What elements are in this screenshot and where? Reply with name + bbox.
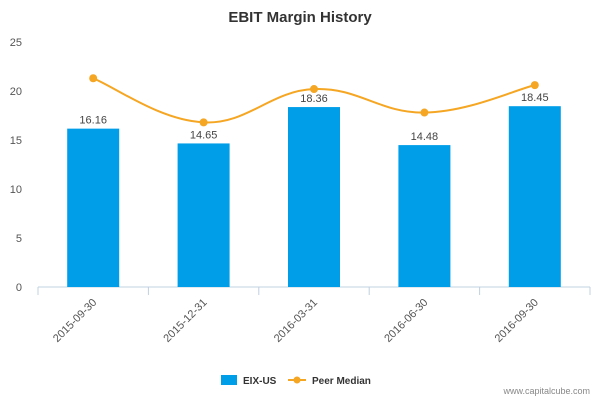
legend-swatch-eix bbox=[221, 375, 237, 385]
peer-median-point bbox=[530, 81, 539, 90]
bar bbox=[508, 106, 561, 287]
bar bbox=[67, 128, 120, 287]
x-tick-label: 2015-12-31 bbox=[161, 297, 209, 345]
x-axis: 2015-09-30 2015-12-31 2016-03-31 2016-06-30… bbox=[37, 286, 591, 345]
bar bbox=[177, 143, 230, 287]
legend-label-eix: EIX-US bbox=[243, 376, 277, 387]
legend-label-peer: Peer Median bbox=[312, 376, 371, 387]
x-tick-label: 2016-03-31 bbox=[272, 297, 320, 345]
bar-data-labels: 16.16 14.65 18.36 14.48 18.45 bbox=[79, 92, 548, 143]
chart-title: EBIT Margin History bbox=[228, 9, 372, 26]
bar bbox=[398, 145, 451, 287]
bar-value-label: 18.36 bbox=[300, 93, 328, 105]
x-tick-label: 2016-09-30 bbox=[493, 297, 541, 345]
y-tick-label: 0 bbox=[16, 282, 22, 294]
x-tick-label: 2016-06-30 bbox=[382, 297, 430, 345]
bar-value-label: 16.16 bbox=[79, 115, 107, 127]
bar-series bbox=[67, 106, 561, 288]
peer-median-point bbox=[199, 118, 208, 127]
bar bbox=[288, 107, 340, 288]
y-tick-label: 25 bbox=[10, 37, 22, 49]
bar-value-label: 14.65 bbox=[190, 129, 218, 141]
bar-value-label: 14.48 bbox=[411, 131, 439, 143]
peer-median-point bbox=[89, 74, 98, 83]
line-series bbox=[89, 74, 539, 127]
y-axis: 0 5 10 15 20 25 bbox=[10, 37, 22, 294]
peer-median-point bbox=[420, 108, 429, 117]
watermark: www.capitalcube.com bbox=[502, 386, 590, 396]
bar-value-label: 18.45 bbox=[521, 92, 549, 104]
x-tick-label: 2015-09-30 bbox=[51, 297, 99, 345]
y-tick-label: 15 bbox=[10, 135, 22, 147]
y-tick-label: 20 bbox=[10, 86, 22, 98]
peer-median-point bbox=[310, 85, 318, 94]
y-tick-label: 10 bbox=[10, 184, 22, 196]
y-tick-label: 5 bbox=[16, 233, 22, 245]
legend-swatch-peer-dot bbox=[293, 376, 301, 384]
legend: EIX-US Peer Median bbox=[221, 375, 371, 387]
